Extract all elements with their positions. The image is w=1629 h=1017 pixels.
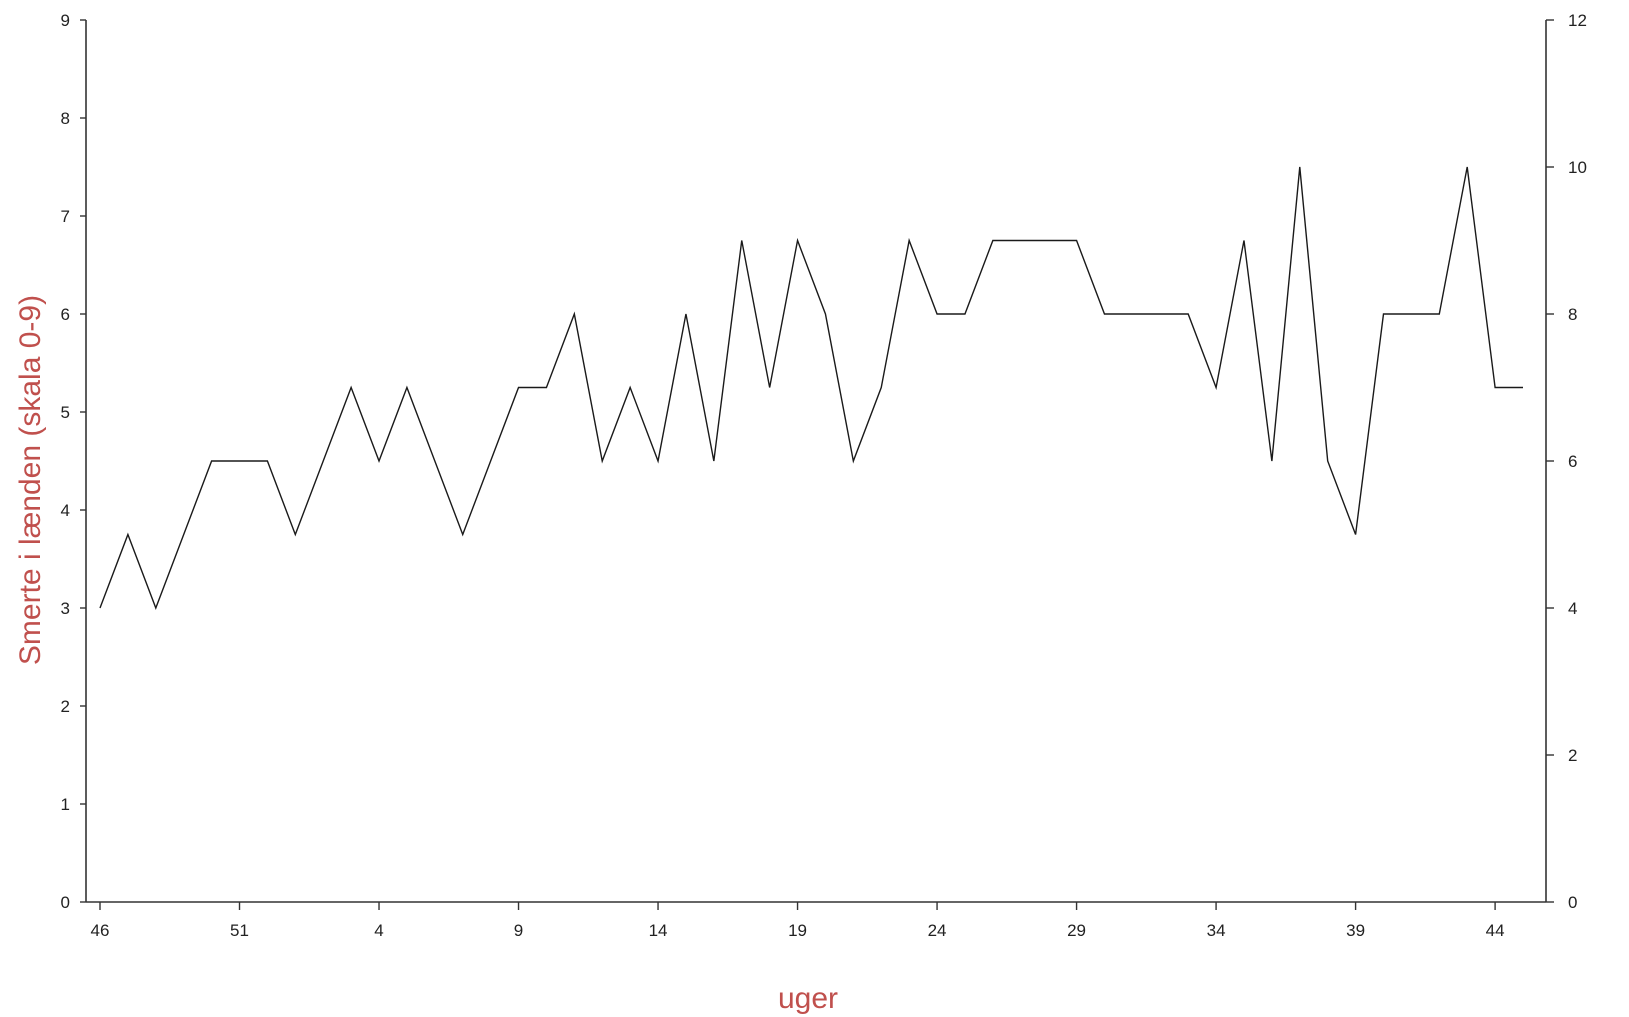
x-tick-label: 24	[928, 921, 947, 940]
x-axis: 46 51 4 9 14 19 24 29 34 39 44	[91, 902, 1505, 940]
right-y-tick-label: 12	[1568, 11, 1587, 30]
left-y-tick-label: 6	[61, 305, 70, 324]
left-y-tick-label: 9	[61, 11, 70, 30]
x-tick-label: 51	[230, 921, 249, 940]
left-y-axis: 0 1 2 3 4 5 6 7 8 9	[61, 11, 86, 912]
left-y-tick-label: 3	[61, 599, 70, 618]
x-tick-label: 39	[1346, 921, 1365, 940]
x-tick-label: 4	[374, 921, 383, 940]
right-y-tick-label: 10	[1568, 158, 1587, 177]
right-y-tick-label: 6	[1568, 452, 1577, 471]
x-tick-label: 34	[1207, 921, 1226, 940]
left-y-tick-label: 8	[61, 109, 70, 128]
x-tick-label: 29	[1067, 921, 1086, 940]
left-y-tick-label: 5	[61, 403, 70, 422]
x-axis-title: uger	[778, 982, 838, 1015]
data-points	[99, 166, 1524, 609]
x-tick-label: 19	[788, 921, 807, 940]
left-y-tick-label: 0	[61, 893, 70, 912]
x-tick-label: 44	[1486, 921, 1505, 940]
right-y-tick-label: 4	[1568, 599, 1577, 618]
left-y-tick-label: 2	[61, 697, 70, 716]
x-tick-label: 9	[514, 921, 523, 940]
right-y-tick-label: 0	[1568, 893, 1577, 912]
y-axis-title: Smerte i lænden (skala 0-9)	[14, 295, 47, 665]
right-y-axis: 0 2 4 6 8 10 12	[1546, 11, 1587, 912]
series-line	[99, 166, 1523, 610]
x-tick-label: 14	[649, 921, 668, 940]
left-y-tick-label: 4	[61, 501, 70, 520]
right-y-tick-label: 2	[1568, 746, 1577, 765]
right-y-tick-label: 8	[1568, 305, 1577, 324]
left-y-tick-label: 1	[61, 795, 70, 814]
left-y-tick-label: 7	[61, 207, 70, 226]
x-tick-label: 46	[91, 921, 110, 940]
